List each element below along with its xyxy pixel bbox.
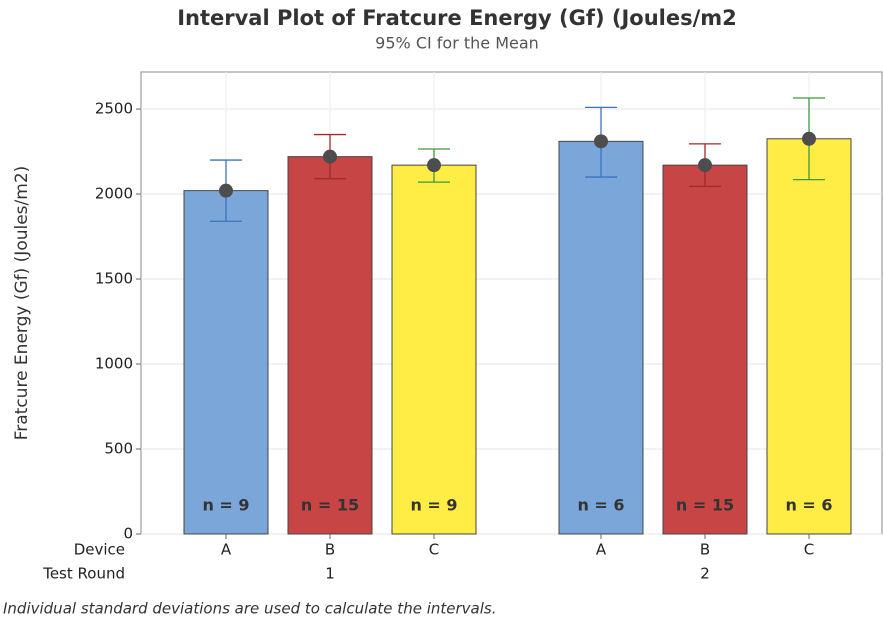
n-label: n = 6: [785, 496, 832, 515]
mean-dot: [219, 183, 233, 198]
mean-dot: [427, 158, 441, 173]
x-row-label: Device: [74, 541, 125, 559]
bar: [287, 156, 373, 535]
n-label: n = 9: [410, 496, 457, 515]
n-label: n = 6: [577, 496, 624, 515]
chart-subtitle: 95% CI for the Mean: [375, 34, 539, 53]
bar: [391, 164, 477, 535]
n-label: n = 9: [202, 496, 249, 515]
mean-dot: [802, 131, 816, 146]
footnote: Individual standard deviations are used …: [3, 600, 496, 618]
mean-dot: [594, 134, 608, 149]
y-tick-label: 2500: [95, 100, 133, 118]
x-tick-label: B: [325, 541, 335, 559]
bar: [766, 138, 852, 535]
x-tick-label: A: [221, 541, 232, 559]
x-tick-label: C: [429, 541, 439, 559]
mean-dot: [323, 149, 337, 164]
n-label: n = 15: [301, 496, 359, 515]
x-row-label: Test Round: [42, 565, 125, 583]
x-tick-label: A: [596, 541, 607, 559]
y-axis-label: Fratcure Energy (Gf) (Joules/m2): [12, 166, 32, 441]
bar: [183, 190, 269, 535]
n-label: n = 15: [676, 496, 734, 515]
group-label: 2: [700, 565, 710, 583]
x-tick-label: B: [700, 541, 710, 559]
y-tick-label: 1000: [95, 355, 133, 373]
y-tick-label: 0: [123, 525, 133, 543]
y-tick-label: 500: [104, 440, 133, 458]
group-label: 1: [325, 565, 335, 583]
y-tick-label: 2000: [95, 185, 133, 203]
bar: [662, 164, 748, 535]
y-tick-label: 1500: [95, 270, 133, 288]
x-tick-label: C: [804, 541, 814, 559]
chart-title: Interval Plot of Fratcure Energy (Gf) (J…: [177, 6, 737, 30]
mean-dot: [698, 158, 712, 173]
bar: [558, 140, 644, 535]
